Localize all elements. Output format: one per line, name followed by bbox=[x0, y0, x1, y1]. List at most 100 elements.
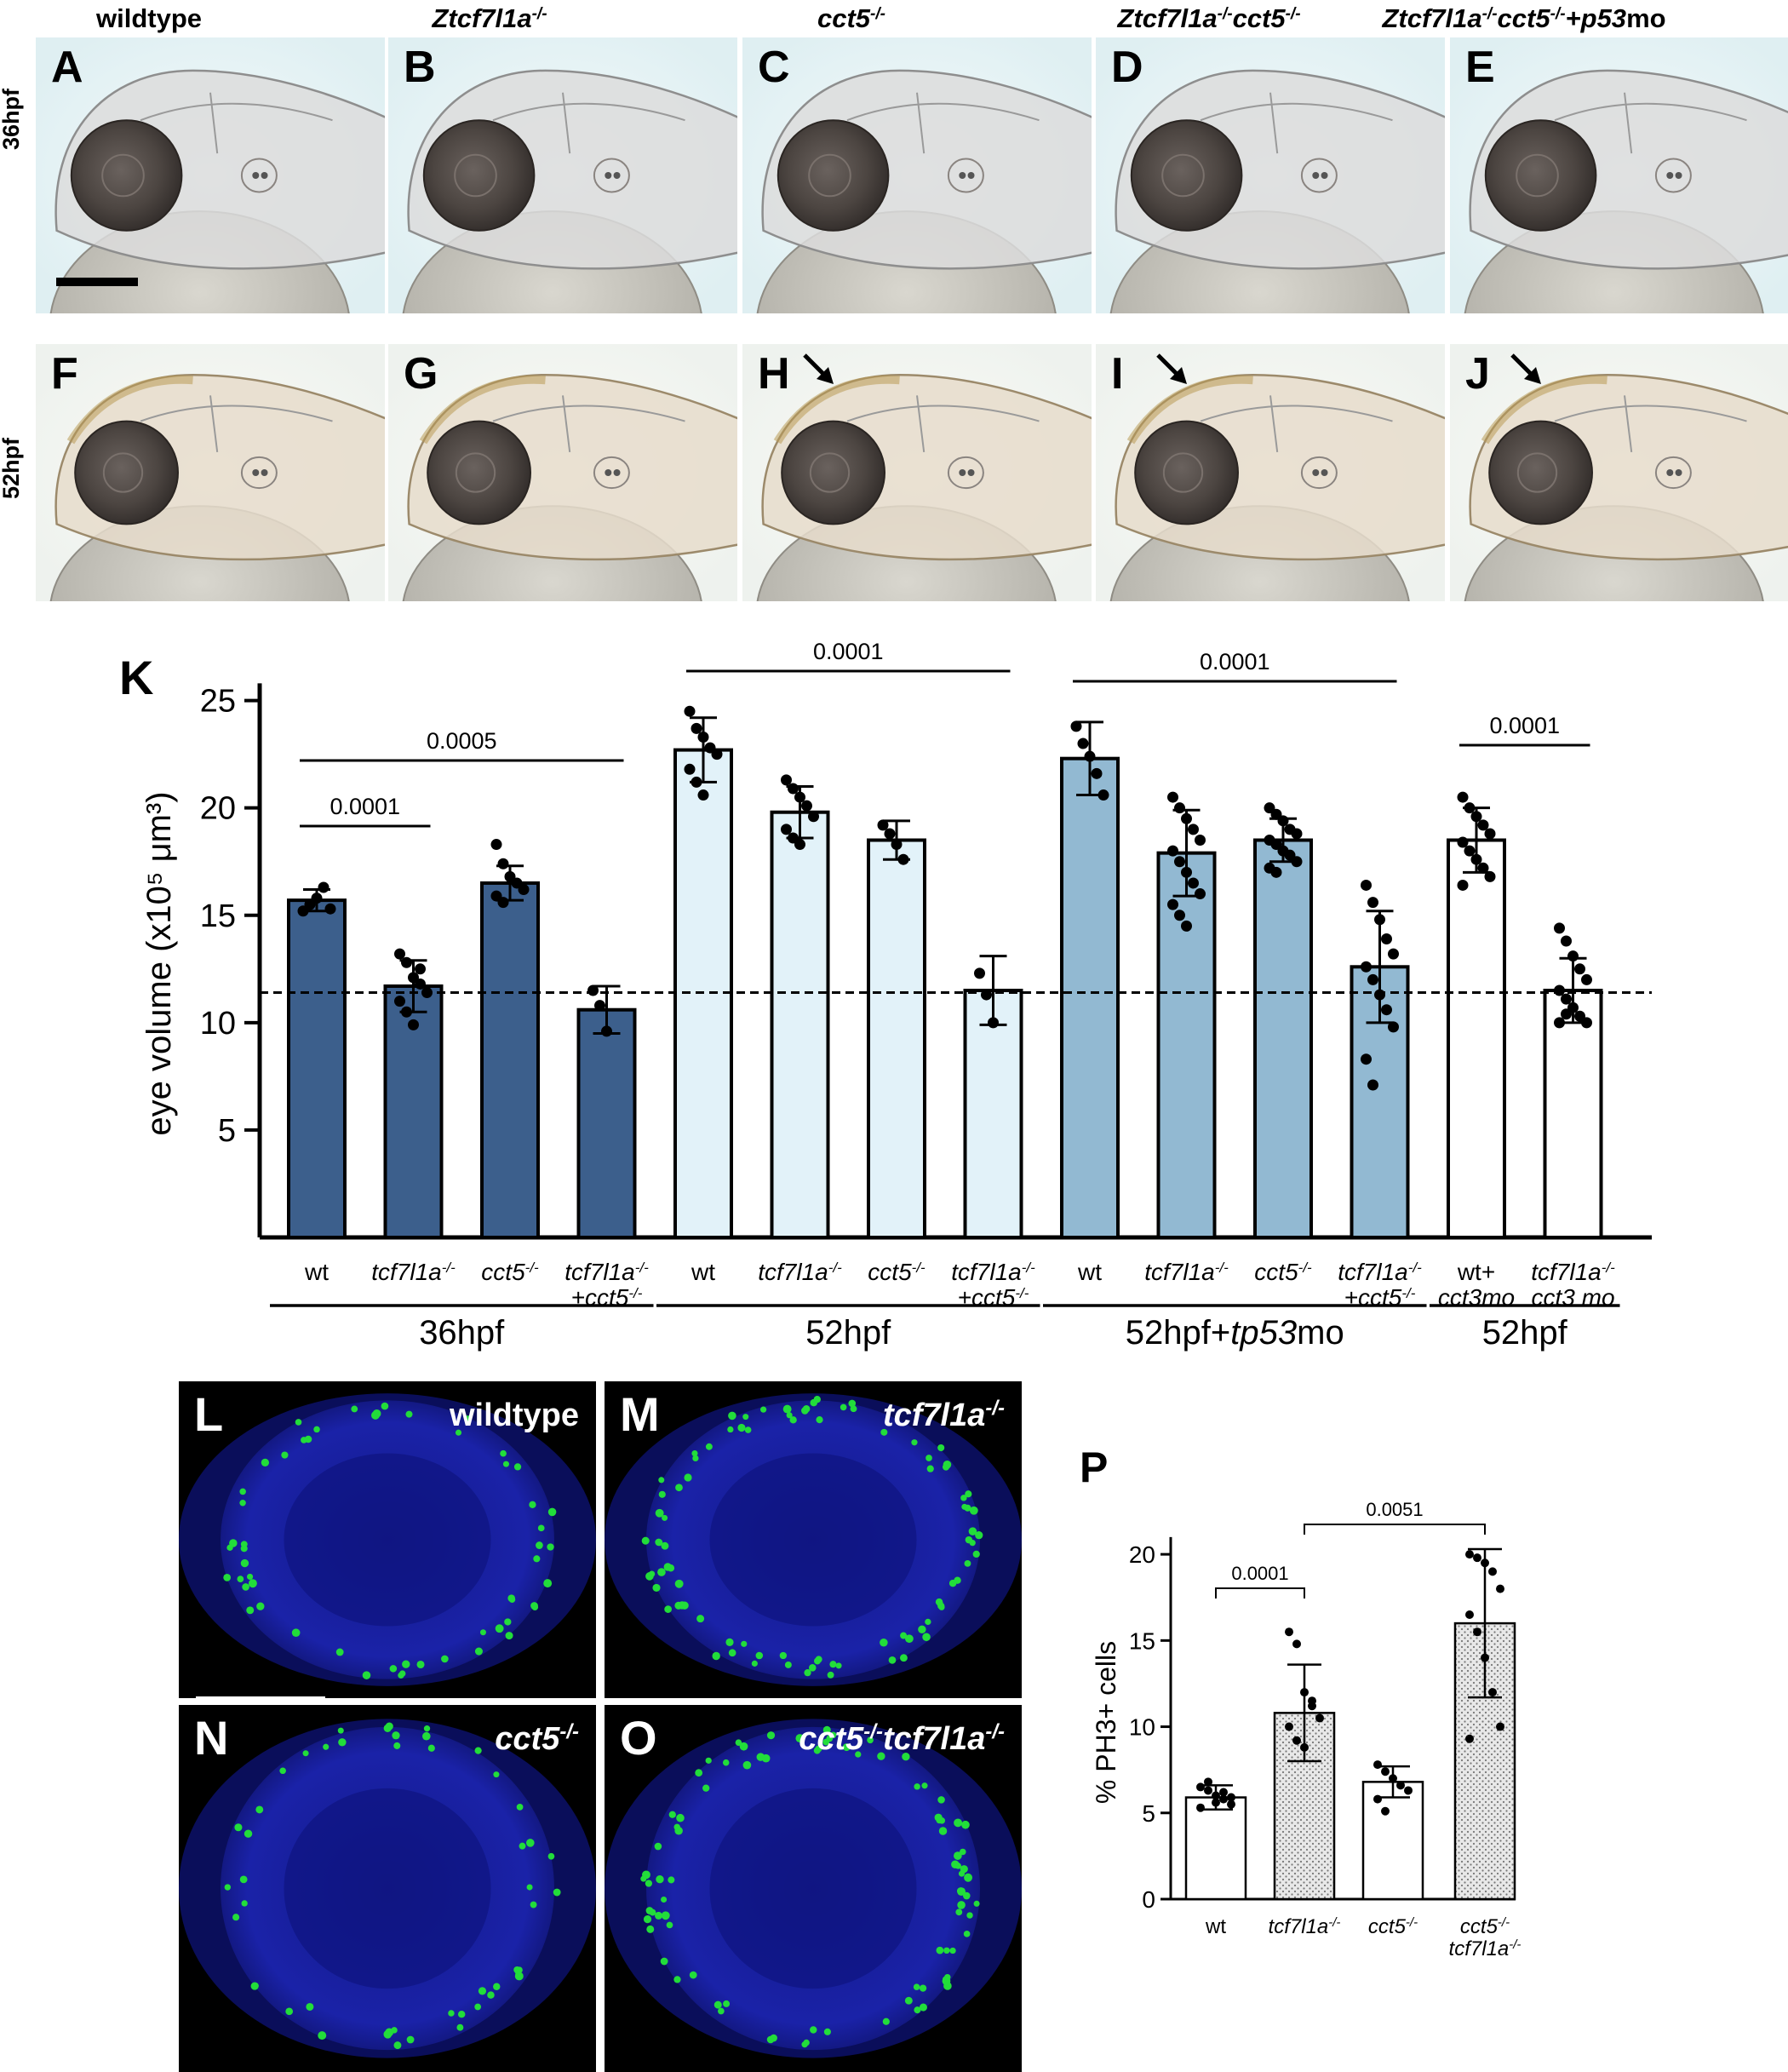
data-point bbox=[1367, 897, 1378, 909]
text-span: 52hpf+ bbox=[1126, 1314, 1230, 1352]
ph3-nucleus bbox=[678, 1601, 686, 1610]
ph3-nucleus bbox=[957, 1887, 966, 1897]
data-point bbox=[1470, 811, 1482, 823]
ph3-nucleus bbox=[782, 1404, 792, 1414]
ph3-nucleus bbox=[237, 1576, 244, 1583]
data-point bbox=[1481, 1653, 1489, 1662]
panel-letter: D bbox=[1111, 43, 1143, 92]
text-span: -/- bbox=[1498, 1915, 1510, 1930]
data-point bbox=[981, 989, 992, 1001]
ph3-nucleus bbox=[239, 1875, 248, 1884]
data-point bbox=[794, 791, 805, 803]
text-span: -/- bbox=[870, 5, 885, 23]
ph3-nucleus bbox=[448, 2010, 455, 2017]
data-point bbox=[1167, 898, 1178, 910]
brain-line bbox=[916, 395, 926, 452]
ph3-nucleus bbox=[842, 1743, 851, 1752]
eye bbox=[1488, 420, 1593, 525]
ph3-nucleus bbox=[921, 1782, 928, 1789]
text-span: -/- bbox=[1286, 5, 1301, 23]
ph3-nucleus bbox=[877, 1752, 885, 1760]
confocal-image bbox=[605, 1705, 1022, 2072]
data-point bbox=[497, 897, 509, 909]
eye bbox=[427, 420, 531, 525]
data-point bbox=[415, 978, 426, 990]
otolith bbox=[605, 469, 612, 476]
data-point bbox=[1381, 1767, 1390, 1776]
ph3-nucleus bbox=[530, 1901, 537, 1908]
text-span: tcf7l1a bbox=[371, 1259, 442, 1285]
ph3-nucleus bbox=[508, 1596, 516, 1603]
ph3-nucleus bbox=[664, 1605, 672, 1613]
data-point bbox=[884, 828, 896, 840]
ph3-nucleus bbox=[250, 1982, 259, 1990]
y-tick-label: 15 bbox=[1129, 1627, 1155, 1654]
data-point bbox=[1396, 1781, 1405, 1790]
ph3-nucleus bbox=[900, 1632, 908, 1639]
ph3-nucleus bbox=[691, 1450, 698, 1457]
data-point bbox=[801, 800, 812, 812]
arrow-icon bbox=[1156, 353, 1180, 377]
text-span: wildtype bbox=[449, 1398, 579, 1433]
text-span: cct5 bbox=[1254, 1259, 1298, 1285]
data-point bbox=[1496, 1584, 1504, 1593]
ph3-nucleus bbox=[246, 1606, 255, 1615]
data-point bbox=[1404, 1786, 1413, 1795]
ph3-nucleus bbox=[224, 1884, 232, 1891]
ph3-nucleus bbox=[913, 1983, 920, 1990]
otolith bbox=[1675, 469, 1682, 476]
pigment bbox=[66, 375, 193, 445]
ph3-nucleus bbox=[960, 1865, 968, 1874]
eye bbox=[422, 119, 536, 232]
ph3-nucleus bbox=[744, 1426, 752, 1433]
ph3-nucleus bbox=[823, 2028, 831, 2035]
data-point bbox=[401, 956, 412, 968]
pigment bbox=[773, 375, 900, 445]
p-value: 0.0001 bbox=[330, 794, 400, 819]
embryo-image-panels: A B C D E F G H I J bbox=[36, 37, 1788, 601]
data-point bbox=[1581, 1017, 1592, 1029]
ph3-nucleus bbox=[969, 1506, 978, 1515]
data-point bbox=[1188, 877, 1199, 889]
data-point bbox=[1457, 879, 1469, 891]
lens bbox=[809, 452, 851, 493]
ph3-nucleus bbox=[318, 2031, 327, 2040]
data-point bbox=[891, 839, 903, 851]
text-span: wt bbox=[1205, 1915, 1226, 1938]
panel-letter: H bbox=[758, 349, 790, 399]
lens bbox=[1161, 153, 1205, 198]
bar bbox=[576, 1007, 637, 1240]
ph3-nucleus bbox=[742, 1760, 752, 1770]
ph3-nucleus bbox=[641, 1536, 650, 1545]
panel-letter: F bbox=[51, 349, 78, 399]
data-point bbox=[1181, 866, 1192, 878]
data-point bbox=[1285, 1722, 1293, 1731]
p-value: 0.0001 bbox=[1200, 649, 1270, 674]
ph3-nucleus bbox=[766, 1731, 776, 1740]
y-axis-label: eye volume (x10⁵ μm³) bbox=[140, 791, 178, 1135]
ph3-nucleus bbox=[880, 1639, 888, 1647]
ph3-nucleus bbox=[965, 1490, 972, 1498]
ph3-nucleus bbox=[904, 1996, 913, 2005]
ph3-nucleus bbox=[247, 1573, 254, 1581]
otolith bbox=[613, 469, 621, 476]
ph3-nucleus bbox=[645, 1907, 654, 1914]
ph3-nucleus bbox=[402, 1660, 410, 1668]
ph3-nucleus bbox=[938, 1827, 948, 1835]
lens bbox=[455, 452, 496, 493]
data-point bbox=[1212, 1791, 1220, 1800]
data-point bbox=[497, 858, 509, 870]
ph3-nucleus bbox=[248, 1579, 257, 1588]
brain-line bbox=[846, 102, 1040, 122]
text-span: tcf7l1a bbox=[564, 1259, 635, 1285]
text-span: wt bbox=[691, 1259, 715, 1285]
ph3-nucleus bbox=[953, 1851, 962, 1860]
ph3-nucleus bbox=[770, 2034, 777, 2042]
text-span: tcf7l1a bbox=[951, 1259, 1022, 1285]
ph3-nucleus bbox=[692, 1455, 699, 1462]
ph3-nucleus bbox=[389, 1665, 398, 1673]
arrow-icon bbox=[1524, 367, 1541, 384]
data-point bbox=[601, 1025, 612, 1037]
data-point bbox=[594, 1000, 605, 1012]
